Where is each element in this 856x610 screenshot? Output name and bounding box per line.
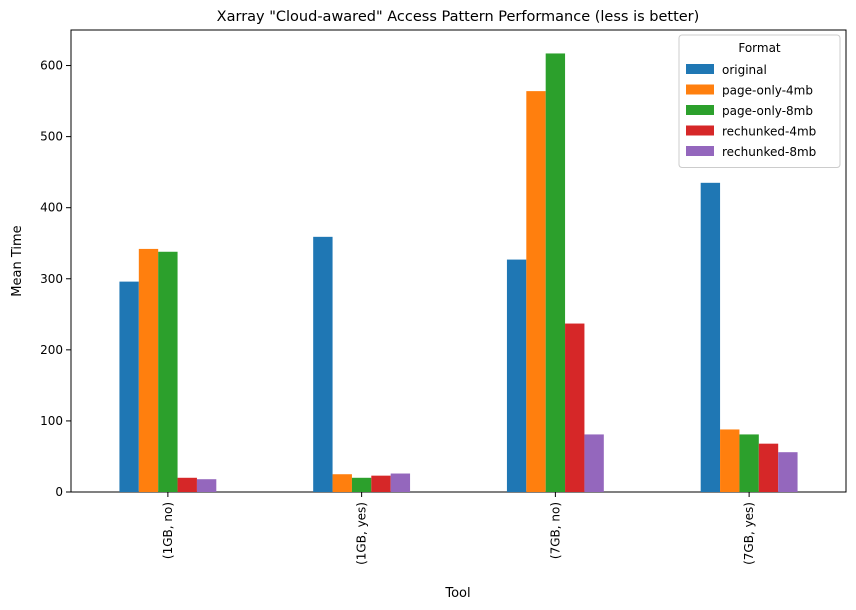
x-tick-label: (1GB, yes) <box>355 502 369 565</box>
bar-rechunked-4mb-1gb-yes <box>371 475 391 492</box>
y-tick-label: 0 <box>55 485 63 499</box>
bar-page-only-4mb-7gb-yes <box>720 429 740 492</box>
bar-page-only-8mb-7gb-no <box>545 53 566 492</box>
y-tick-label: 100 <box>40 414 63 428</box>
bar-page-only-8mb-1gb-yes <box>351 477 372 492</box>
bar-rechunked-4mb-7gb-yes <box>758 443 779 492</box>
bar-page-only-4mb-1gb-no <box>138 248 159 492</box>
legend-swatch-rechunked-8mb <box>686 146 714 156</box>
bar-original-7gb-no <box>506 259 527 492</box>
bar-page-only-8mb-7gb-yes <box>739 434 759 492</box>
legend-label-original: original <box>722 63 767 77</box>
legend-label-rechunked-4mb: rechunked-4mb <box>722 125 816 139</box>
y-tick-label: 200 <box>40 343 63 357</box>
bar-rechunked-8mb-1gb-no <box>196 479 217 492</box>
x-axis-label: Tool <box>444 586 470 601</box>
legend-label-page-only-4mb: page-only-4mb <box>722 84 813 98</box>
bar-rechunked-4mb-7gb-no <box>565 323 585 492</box>
bar-page-only-4mb-1gb-yes <box>332 474 352 492</box>
bar-page-only-8mb-1gb-no <box>158 251 178 492</box>
bar-original-1gb-no <box>119 281 139 492</box>
x-tick-label: (1GB, no) <box>161 502 175 559</box>
legend-label-rechunked-8mb: rechunked-8mb <box>722 145 816 159</box>
y-axis-label: Mean Time <box>10 225 25 296</box>
legend-swatch-rechunked-4mb <box>686 125 714 136</box>
bar-rechunked-8mb-7gb-yes <box>778 452 798 492</box>
bar-page-only-4mb-7gb-no <box>526 91 546 492</box>
x-tick-label: (7GB, yes) <box>742 502 756 565</box>
legend-label-page-only-8mb: page-only-8mb <box>722 104 813 118</box>
chart-title: Xarray "Cloud-awared" Access Pattern Per… <box>217 9 700 25</box>
bar-rechunked-4mb-1gb-no <box>177 477 197 492</box>
legend: Format original page-only-4mb page-only-8mb… <box>678 34 841 168</box>
bar-original-1gb-yes <box>313 236 333 492</box>
y-tick-label: 400 <box>40 201 63 215</box>
legend-swatch-original <box>686 64 714 74</box>
legend-swatch-page-only-4mb <box>686 84 714 95</box>
legend-title: Format <box>738 41 781 55</box>
bar-original-7gb-yes <box>700 182 721 493</box>
y-tick-label: 500 <box>40 130 63 144</box>
y-tick-label: 300 <box>40 272 63 286</box>
bar-rechunked-8mb-7gb-no <box>584 434 604 492</box>
legend-box <box>678 34 841 168</box>
y-tick-label: 600 <box>40 59 63 73</box>
bar-rechunked-8mb-1gb-yes <box>390 473 411 492</box>
x-tick-label: (7GB, no) <box>548 502 562 559</box>
legend-swatch-page-only-8mb <box>686 105 714 115</box>
